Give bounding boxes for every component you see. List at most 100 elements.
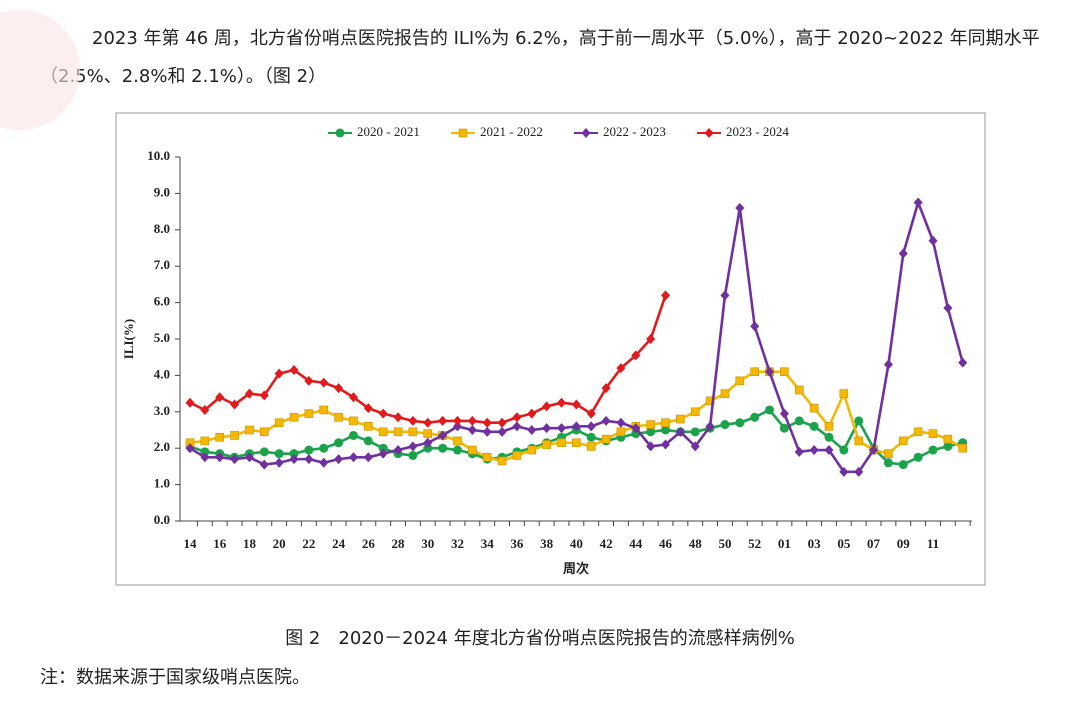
marker (943, 434, 953, 444)
marker (883, 359, 893, 370)
marker (750, 412, 760, 422)
marker (571, 399, 581, 410)
marker (557, 438, 566, 448)
marker (586, 432, 596, 442)
marker (898, 436, 908, 446)
marker (304, 445, 314, 455)
marker (512, 451, 522, 460)
marker (586, 408, 596, 419)
marker (408, 415, 418, 426)
marker (928, 235, 938, 246)
x-tick-label: 05 (837, 536, 851, 551)
x-tick-label: 09 (897, 536, 911, 551)
marker (319, 443, 329, 453)
marker (259, 427, 269, 437)
x-tick-label: 38 (540, 536, 554, 551)
x-tick-label: 34 (481, 536, 495, 551)
marker (631, 350, 641, 361)
marker (884, 449, 893, 458)
marker (452, 415, 462, 426)
marker (928, 445, 938, 455)
marker (779, 408, 789, 419)
marker (750, 367, 759, 377)
marker (497, 417, 507, 428)
marker (408, 450, 418, 460)
marker (482, 452, 492, 462)
marker (571, 421, 581, 432)
marker (438, 415, 448, 426)
x-tick-label: 50 (718, 536, 731, 551)
marker (289, 412, 299, 422)
marker (334, 383, 344, 394)
marker (720, 389, 730, 398)
marker (348, 392, 358, 403)
marker (304, 454, 314, 465)
marker (720, 290, 730, 301)
marker (616, 417, 626, 428)
marker (527, 425, 537, 435)
marker (259, 459, 269, 470)
legend-label: 2021 - 2022 (480, 124, 543, 139)
marker (943, 303, 953, 314)
marker (408, 427, 418, 437)
marker (512, 421, 522, 432)
marker (363, 436, 373, 446)
x-tick-label: 24 (332, 536, 346, 551)
marker (527, 408, 537, 419)
marker (646, 441, 656, 452)
marker (200, 404, 210, 415)
marker (378, 448, 388, 459)
caption: 图 2 2020－2024 年度北方省份哨点医院报告的流感样病例% (285, 628, 795, 649)
y-tick-label: 4.0 (154, 366, 170, 381)
marker (705, 421, 715, 432)
marker (824, 422, 834, 431)
marker (274, 457, 284, 468)
marker (809, 445, 819, 456)
x-tick-label: 36 (510, 536, 524, 551)
marker (898, 248, 908, 259)
marker (586, 442, 596, 451)
marker (334, 438, 344, 448)
marker (482, 426, 492, 437)
marker (586, 421, 596, 432)
y-tick-label: 2.0 (154, 439, 170, 454)
marker (230, 431, 239, 440)
marker (453, 436, 462, 446)
x-tick-label: 14 (184, 536, 198, 551)
marker (631, 423, 641, 434)
marker (185, 397, 195, 408)
marker (809, 421, 819, 431)
marker (765, 405, 775, 415)
marker (824, 432, 834, 442)
chart-frame (115, 112, 986, 586)
marker (581, 128, 591, 138)
x-tick-label: 18 (243, 536, 257, 551)
marker (765, 366, 775, 377)
legend-label: 2023 - 2024 (726, 124, 789, 139)
x-tick-label: 07 (867, 536, 881, 551)
marker (363, 452, 373, 463)
marker (423, 443, 433, 453)
marker (497, 426, 507, 437)
x-tick-label: 40 (570, 536, 583, 551)
x-tick-label: 46 (659, 536, 673, 551)
marker (542, 423, 552, 434)
x-tick-label: 11 (927, 536, 939, 551)
y-tick-label: 8.0 (154, 221, 170, 236)
marker (438, 443, 448, 453)
marker (616, 427, 626, 437)
marker (883, 458, 893, 468)
marker (200, 452, 210, 463)
x-tick-label: 26 (362, 536, 376, 551)
x-tick-label: 44 (629, 536, 643, 551)
marker (408, 441, 418, 452)
marker (452, 445, 462, 455)
marker (348, 452, 358, 463)
marker (557, 397, 566, 408)
marker (335, 128, 345, 138)
marker (794, 416, 804, 426)
x-tick-label: 28 (392, 536, 406, 551)
marker (319, 457, 329, 468)
x-axis-label: 周次 (563, 561, 589, 576)
